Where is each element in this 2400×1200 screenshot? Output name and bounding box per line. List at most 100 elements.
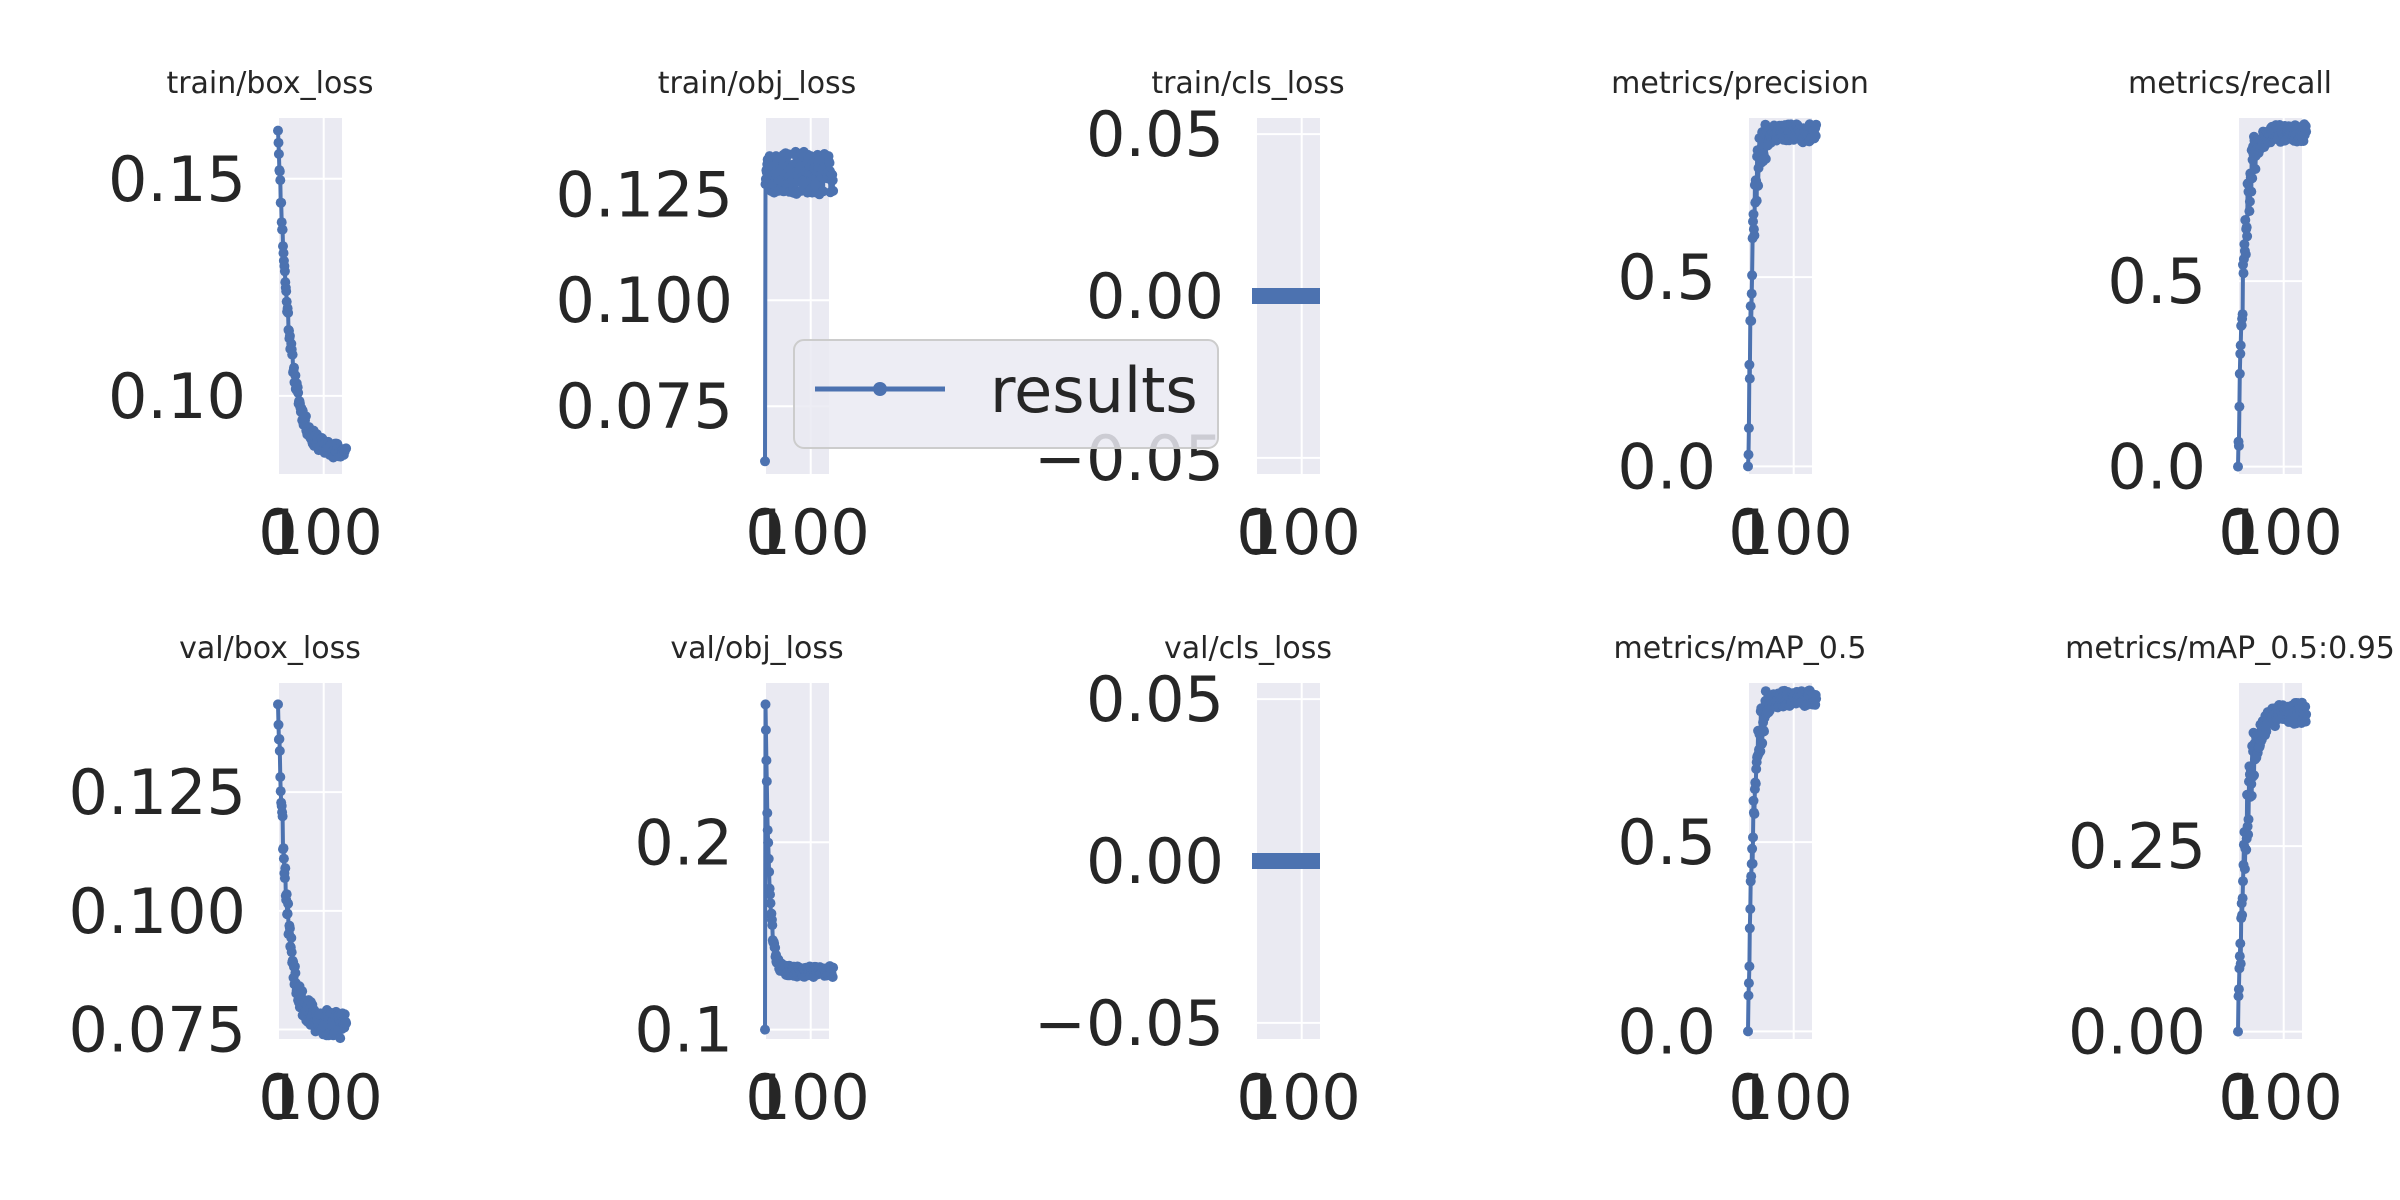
- data-point: [1745, 904, 1756, 914]
- x-tick-label: 100: [1243, 496, 1361, 569]
- data-point: [2243, 829, 2254, 840]
- data-point: [275, 786, 286, 797]
- data-point: [2237, 893, 2248, 904]
- data-point: [1743, 423, 1754, 434]
- data-point: [1759, 726, 1769, 737]
- data-point: [1748, 209, 1759, 220]
- data-point: [300, 411, 311, 422]
- data-point: [290, 968, 301, 978]
- y-tick-label: 0.5: [2107, 245, 2206, 318]
- data-point: [1753, 180, 1764, 191]
- data-point: [2238, 876, 2248, 887]
- data-point: [279, 873, 290, 884]
- y-tick-label: 0.10: [108, 360, 246, 433]
- data-point: [1748, 832, 1758, 843]
- subplot-title: val/box_loss: [179, 631, 361, 666]
- data-point: [760, 725, 771, 735]
- data-point: [764, 866, 775, 877]
- data-point: [1745, 301, 1756, 312]
- data-point: [2235, 340, 2246, 351]
- data-point: [287, 349, 298, 360]
- data-point: [762, 825, 773, 836]
- subplot-title: train/obj_loss: [658, 66, 857, 101]
- x-tick-label: 100: [2225, 1061, 2343, 1134]
- data-point: [2300, 716, 2311, 727]
- data-point: [1744, 359, 1755, 370]
- x-tick-label: 100: [752, 496, 870, 569]
- data-point: [767, 920, 778, 931]
- y-tick-label: 0.5: [1617, 806, 1716, 879]
- data-point: [2233, 984, 2244, 995]
- y-tick-label: 0.00: [1086, 260, 1224, 333]
- x-tick-label: 0: [1728, 496, 1767, 569]
- legend: results: [793, 339, 1219, 449]
- data-point: [2247, 173, 2258, 184]
- data-point: [279, 266, 290, 277]
- data-point: [276, 217, 287, 228]
- y-tick-label: 0.0: [1617, 430, 1716, 503]
- data-point: [289, 362, 299, 373]
- data-point: [828, 185, 839, 196]
- y-tick-label: 0.25: [2068, 810, 2206, 883]
- data-point: [1744, 961, 1755, 972]
- data-point: [2237, 309, 2248, 320]
- data-point: [2239, 864, 2250, 874]
- y-tick-label: 0.0: [1617, 995, 1716, 1068]
- data-point: [1747, 858, 1758, 869]
- data-point: [2246, 790, 2257, 801]
- data-point: [1744, 923, 1755, 934]
- data-point: [280, 863, 291, 874]
- y-tick-label: 0.125: [556, 158, 734, 231]
- data-point: [2250, 164, 2261, 174]
- data-point: [2241, 844, 2252, 855]
- data-point: [2244, 206, 2255, 217]
- data-point: [273, 125, 283, 136]
- subplot-title: val/obj_loss: [670, 631, 843, 666]
- data-point: [283, 307, 294, 318]
- data-point: [2233, 440, 2244, 451]
- data-point: [2246, 186, 2257, 197]
- data-point: [1743, 449, 1754, 460]
- x-tick-label: 100: [265, 1061, 383, 1134]
- data-point: [761, 776, 772, 787]
- x-tick-label: 0: [258, 496, 297, 569]
- data-point: [1811, 119, 1822, 130]
- data-point: [277, 811, 288, 822]
- subplot-title: train/box_loss: [166, 66, 373, 101]
- data-point: [2300, 701, 2311, 712]
- data-point: [760, 699, 771, 710]
- data-point: [286, 932, 297, 943]
- data-point: [1810, 130, 1821, 141]
- data-point: [293, 387, 304, 398]
- data-point: [1743, 990, 1754, 1001]
- data-point: [284, 330, 295, 341]
- y-tick-label: 0.075: [69, 994, 247, 1067]
- data-point: [1757, 738, 1768, 748]
- data-point: [1749, 230, 1760, 241]
- data-point: [1744, 373, 1755, 384]
- x-tick-label: 100: [1735, 496, 1853, 569]
- data-point: [277, 224, 288, 235]
- legend-box: [793, 339, 1219, 449]
- data-point: [2301, 709, 2312, 720]
- subplot-title: val/cls_loss: [1164, 631, 1332, 666]
- y-tick-label: 0.2: [634, 806, 733, 879]
- y-tick-label: 0.15: [108, 143, 246, 216]
- data-point: [1751, 195, 1762, 206]
- subplot-title: metrics/mAP_0.5: [1614, 631, 1867, 666]
- data-point: [763, 853, 774, 864]
- y-tick-label: 0.05: [1086, 98, 1224, 171]
- y-tick-label: 0.00: [2068, 996, 2206, 1069]
- y-tick-label: 0.100: [69, 875, 247, 948]
- plot-area: [278, 683, 342, 1039]
- x-tick-label: 0: [745, 1061, 784, 1134]
- data-point: [273, 149, 284, 159]
- x-tick-label: 100: [265, 496, 383, 569]
